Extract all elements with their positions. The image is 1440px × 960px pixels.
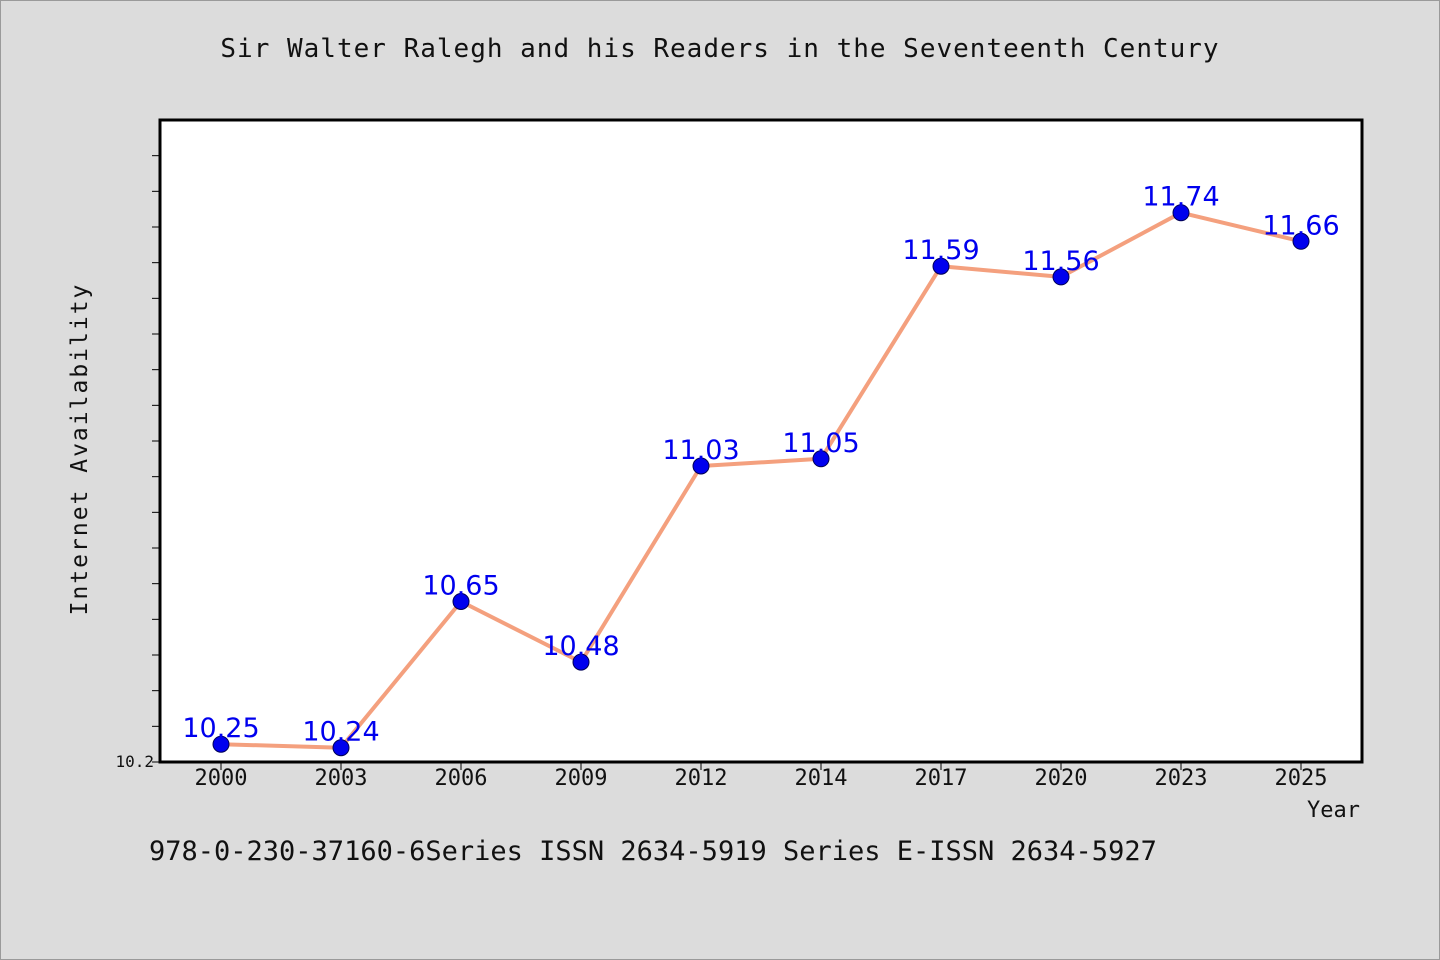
- chart-title: Sir Walter Ralegh and his Readers in the…: [220, 34, 1220, 64]
- x-axis-ticks: 2000 2003 2006 2009 2012 2014 2017 2020 2023 2025: [195, 762, 1328, 791]
- x-axis-label: Year: [1307, 798, 1360, 823]
- x-tick-label: 2014: [795, 766, 848, 791]
- data-point: [332, 739, 350, 757]
- x-tick-label: 2012: [675, 766, 728, 791]
- x-tick-label: 2009: [555, 766, 608, 791]
- x-tick-label: 2020: [1035, 766, 1088, 791]
- data-label: 11.66: [1262, 210, 1339, 241]
- data-label: 11.74: [1142, 182, 1219, 213]
- x-tick-label: 2025: [1275, 766, 1328, 791]
- y-tick-label: 10.2: [115, 752, 154, 771]
- data-label: 10.25: [182, 713, 259, 744]
- y-axis-label: Internet Availability: [67, 283, 93, 616]
- data-point: [692, 457, 710, 475]
- data-label: 11.03: [662, 435, 739, 466]
- series-line: [220, 210, 1302, 750]
- data-point: [932, 257, 950, 275]
- data-point: [1292, 232, 1310, 250]
- data-point: [452, 593, 470, 610]
- data-label: 10.24: [302, 717, 379, 748]
- data-label: 10.48: [542, 631, 619, 662]
- x-tick-label: 2023: [1155, 766, 1208, 791]
- data-point: [812, 450, 830, 468]
- data-label: 11.59: [902, 235, 979, 266]
- data-point: [1052, 268, 1070, 286]
- x-tick-label: 2006: [435, 766, 488, 791]
- data-label: 10.65: [422, 571, 499, 602]
- data-point: [1172, 204, 1190, 222]
- isbn-footer: 978-0-230-37160-6Series ISSN 2634-5919 S…: [149, 836, 1157, 867]
- data-label: 11.56: [1022, 246, 1099, 277]
- data-point: [212, 735, 230, 753]
- x-tick-label: 2003: [315, 766, 368, 791]
- data-label: 11.05: [782, 428, 859, 459]
- y-axis-ticks: 10.2: [115, 155, 160, 771]
- x-tick-label: 2000: [195, 766, 248, 791]
- x-tick-label: 2017: [915, 766, 968, 791]
- data-point: [572, 653, 590, 671]
- series-layer: 10.25 10.24 10.65 10.48 11.03 11.05 11.59 11.56…: [182, 182, 1340, 757]
- plot-area: [158, 118, 1364, 764]
